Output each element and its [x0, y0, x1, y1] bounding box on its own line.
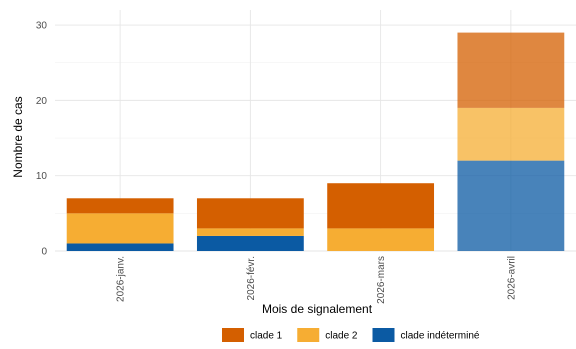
bar-segment	[196, 228, 304, 236]
bar-segment	[327, 228, 435, 251]
y-tick-label: 0	[41, 247, 47, 258]
bar-segment	[327, 183, 435, 229]
legend-label: clade 2	[325, 331, 358, 342]
bar-segment	[457, 107, 565, 161]
y-tick-label: 30	[36, 21, 48, 32]
x-axis: 2026-janv. 2026-févr. 2026-mars 2026-avril	[116, 256, 518, 304]
bar-segment	[66, 213, 174, 244]
bar-segment	[196, 198, 304, 229]
legend-label: clade 1	[250, 331, 283, 342]
y-axis: 0 10 20 30	[36, 21, 48, 258]
x-axis-title: Mois de signalement	[262, 302, 373, 316]
legend-label: clade indéterminé	[401, 331, 480, 342]
bar-segment	[196, 235, 304, 251]
legend: clade 1 clade 2 clade indéterminé	[222, 328, 480, 342]
bar-segment	[457, 32, 565, 108]
y-tick-label: 20	[36, 96, 48, 107]
x-tick-label: 2026-mars	[376, 256, 387, 304]
bar-segment	[66, 198, 174, 214]
bar-segment	[457, 160, 565, 251]
bar-segment	[66, 243, 174, 251]
x-tick-label: 2026-févr.	[246, 256, 257, 300]
x-tick-label: 2026-janv.	[116, 256, 127, 302]
x-tick-label: 2026-avril	[506, 256, 517, 300]
legend-swatch	[297, 328, 320, 342]
y-tick-label: 10	[36, 171, 48, 182]
legend-swatch	[372, 328, 395, 342]
y-axis-title: Nombre de cas	[11, 96, 25, 177]
legend-swatch	[222, 328, 244, 342]
bar-group	[66, 32, 565, 251]
